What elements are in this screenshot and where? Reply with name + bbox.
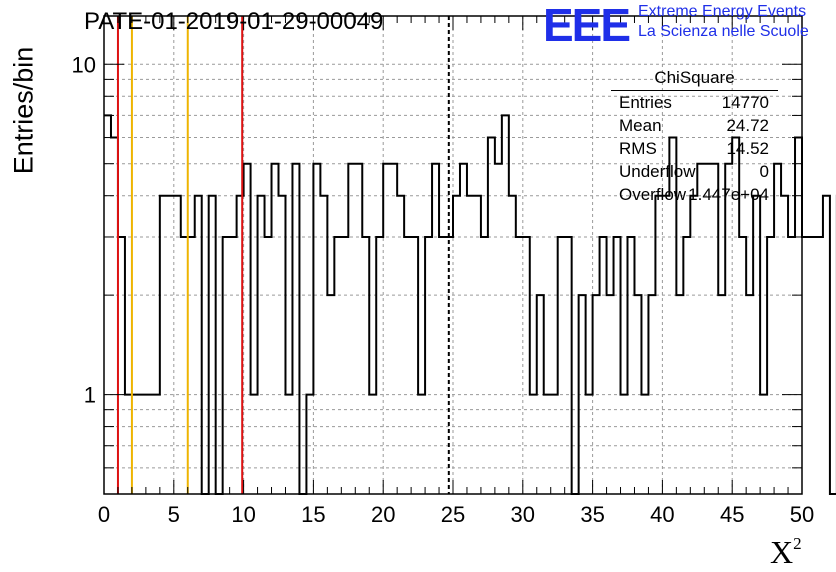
x-tick-label: 25 (441, 502, 465, 527)
stats-key: Underflow (619, 162, 696, 181)
x-tick-label: 50 (790, 502, 814, 527)
x-tick-label: 45 (720, 502, 744, 527)
logo-line-2: La Scienza nelle Scuole (638, 23, 809, 40)
stats-key: Mean (619, 116, 662, 135)
stats-box: ChiSquare Entries 14770 Mean 24.72 RMS 14.5… (611, 66, 778, 206)
eee-logo: EEE (543, 0, 631, 51)
x-tick-label: 15 (301, 502, 325, 527)
logo-line-1: Extreme Energy Events (638, 3, 807, 20)
stats-title: ChiSquare (654, 68, 735, 87)
stats-key: Entries (619, 93, 672, 112)
chart-title: PATE-01-2019-01-29-00049 (84, 8, 384, 35)
x-tick-label: 0 (98, 502, 110, 527)
x-tick-label: 35 (580, 502, 604, 527)
y-axis-label: Entries/bin (8, 46, 39, 175)
y-tick-label: 10 (72, 52, 96, 77)
stats-value: 14.52 (726, 139, 769, 158)
x-tick-label: 40 (650, 502, 674, 527)
stats-divider (611, 90, 778, 91)
stats-value: 14770 (721, 93, 769, 112)
x-tick-label: 10 (231, 502, 255, 527)
x-tick-label: 30 (511, 502, 535, 527)
x-tick-label: 5 (168, 502, 180, 527)
stats-key: RMS (619, 139, 657, 158)
stats-value: 1.447e+04 (688, 185, 769, 204)
x-tick-label: 20 (371, 502, 395, 527)
stats-value: 24.72 (726, 116, 769, 135)
y-tick-label: 1 (84, 383, 96, 408)
x-axis-label-superscript: 2 (793, 534, 802, 553)
x-axis-label: X2 (770, 534, 802, 571)
x-axis-label-text: X (770, 534, 794, 570)
stats-value: 0 (759, 162, 769, 181)
stats-key: Overflow (619, 185, 687, 204)
histogram-line (104, 114, 836, 495)
